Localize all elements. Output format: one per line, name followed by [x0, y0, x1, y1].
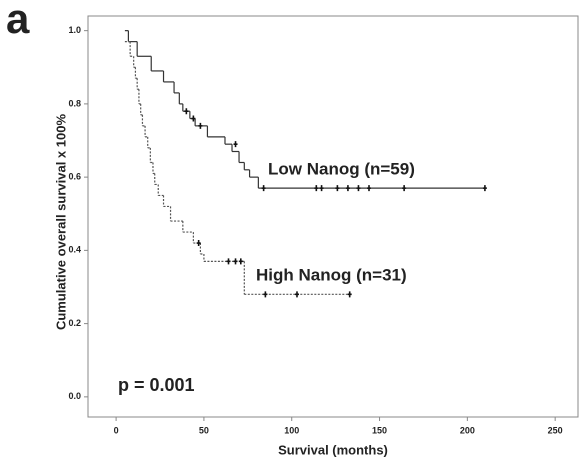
censor-mark [319, 185, 324, 192]
x-tick-label: 50 [199, 425, 209, 435]
x-tick-label: 150 [372, 425, 387, 435]
y-tick-label: 0.2 [68, 318, 81, 328]
censor-mark [238, 258, 243, 265]
x-axis-title: Survival (months) [278, 442, 388, 457]
censor-mark [261, 185, 266, 192]
censor-mark [314, 185, 319, 192]
censor-mark [294, 291, 299, 298]
panel-label: a [6, 0, 30, 42]
censor-mark [356, 185, 361, 192]
y-tick-label: 0.6 [68, 172, 81, 182]
censor-mark [233, 258, 238, 265]
censor-mark [263, 291, 268, 298]
censor-mark [191, 115, 196, 122]
censor-mark [196, 240, 201, 247]
censor-mark [184, 108, 189, 115]
censor-mark [198, 122, 203, 129]
series-label: Low Nanog (n=59) [268, 159, 415, 178]
y-tick-label: 0.4 [68, 245, 81, 255]
censor-mark [335, 185, 340, 192]
censor-mark [482, 185, 487, 192]
series-label: High Nanog (n=31) [256, 265, 407, 284]
p-value: p = 0.001 [118, 375, 195, 395]
censor-mark [367, 185, 372, 192]
y-tick-label: 0.0 [68, 391, 81, 401]
x-tick-label: 0 [114, 425, 119, 435]
y-axis-title: Cumulative overall survival x 100% [53, 114, 68, 330]
y-tick-label: 0.8 [68, 98, 81, 108]
x-tick-label: 200 [460, 425, 475, 435]
y-tick-label: 1.0 [68, 25, 81, 35]
censor-mark [345, 185, 350, 192]
censor-mark [233, 141, 238, 148]
censor-mark [226, 258, 231, 265]
plot-frame [87, 15, 579, 418]
x-tick-label: 250 [548, 425, 563, 435]
censor-mark [347, 291, 352, 298]
censor-mark [402, 185, 407, 192]
x-tick-label: 100 [284, 425, 299, 435]
